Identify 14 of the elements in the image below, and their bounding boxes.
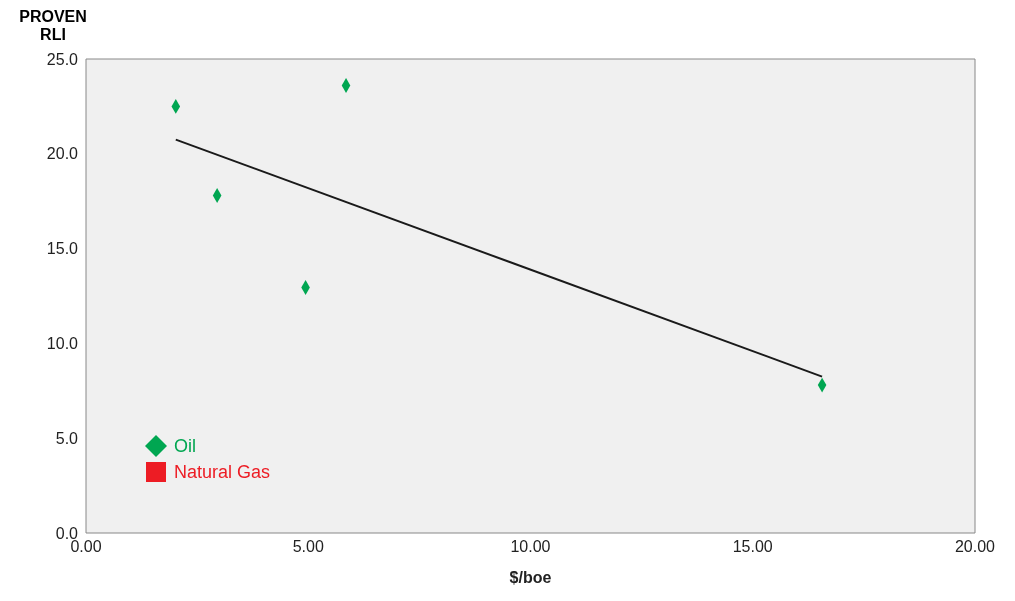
x-tick-label: 15.00 [732,538,773,556]
y-tick-label: 15.0 [46,240,79,258]
y-tick-label: 5.0 [55,429,79,447]
x-tick-label: 10.00 [510,538,551,556]
y-tick-label: 20.0 [46,145,79,163]
x-axis-title: $/boe [509,569,552,586]
y-tick-label: 25.0 [46,50,79,68]
legend-label: Oil [174,435,196,457]
legend-label: Natural Gas [174,461,271,483]
x-tick-label: 5.00 [292,538,324,556]
y-axis-title: PROVEN RLI [18,8,88,44]
y-tick-label: 10.0 [46,335,79,353]
x-tick-label: 0.00 [70,538,102,556]
x-tick-label: 20.00 [954,538,996,556]
